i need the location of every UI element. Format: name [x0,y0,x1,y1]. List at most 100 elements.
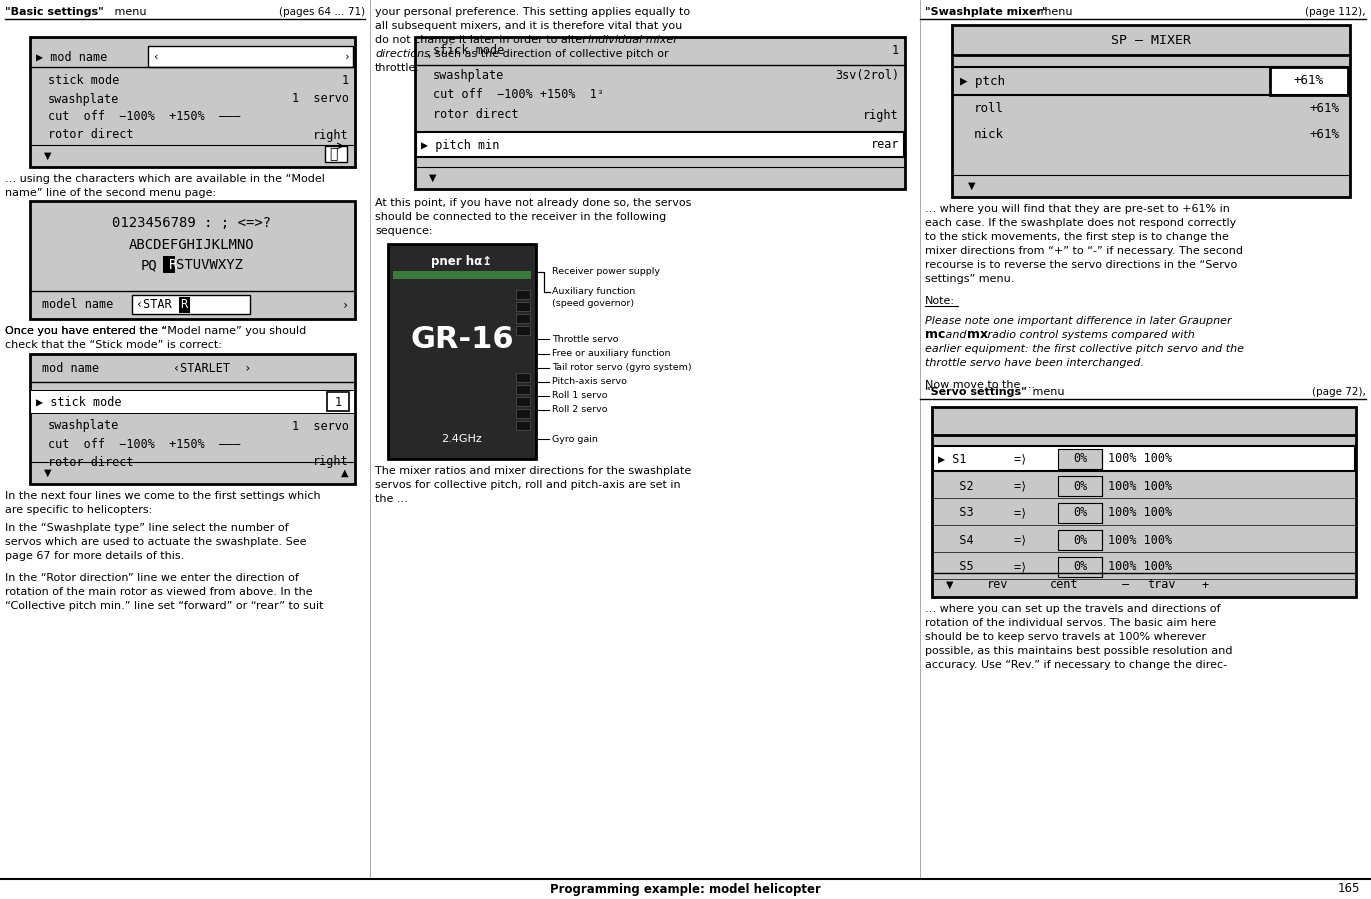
Text: should be to keep servo travels at 100% wherever: should be to keep servo travels at 100% … [925,632,1206,642]
Text: 1: 1 [893,44,899,58]
Text: 100% 100%: 100% 100% [1108,506,1172,520]
Bar [515,302,531,311]
Text: =⟩: =⟩ [1015,560,1028,574]
Text: rotor direct: rotor direct [48,129,133,141]
Text: (page 72),: (page 72), [1312,387,1366,397]
Text: ‹STARLET  ›: ‹STARLET › [173,361,251,375]
Text: pner hα↥: pner hα↥ [432,255,492,269]
Text: ▼: ▼ [946,580,953,590]
Text: rear: rear [871,138,899,152]
Text: R: R [181,298,188,311]
Text: do not change it later in order to alter: do not change it later in order to alter [376,35,591,45]
Text: 0%: 0% [1073,560,1087,574]
Bar [32,390,354,413]
Text: … using the characters which are available in the “Model: … using the characters which are availab… [5,174,325,184]
Text: ABCDEFGHIJKLMNO: ABCDEFGHIJKLMNO [129,238,255,252]
Bar [180,297,191,313]
Text: ▶ stick mode: ▶ stick mode [36,396,122,408]
Text: STUVWXYZ: STUVWXYZ [177,258,244,272]
Text: ▼: ▼ [429,173,436,183]
Text: R: R [169,258,177,272]
Text: ‹STAR: ‹STAR [136,298,171,311]
Text: , such as the direction of collective pitch or: , such as the direction of collective pi… [428,49,669,59]
Text: "Swashplate mixer": "Swashplate mixer" [925,7,1047,17]
Text: … where you will find that they are pre-set to +61% in: … where you will find that they are pre-… [925,204,1230,214]
Text: and: and [942,330,971,340]
Text: Pitch-axis servo: Pitch-axis servo [553,378,627,387]
Text: right: right [314,129,350,141]
Bar [515,290,531,299]
Text: Roll 1 servo: Roll 1 servo [553,391,607,400]
Text: trav: trav [1148,578,1175,592]
Text: Tail rotor servo (gyro system): Tail rotor servo (gyro system) [553,363,691,372]
Text: to the stick movements, the first step is to change the: to the stick movements, the first step i… [925,232,1228,242]
Text: cut  off  −100%  +150%  ———: cut off −100% +150% ——— [48,111,240,123]
Bar [1058,557,1102,577]
Text: rev: rev [987,578,1009,592]
Text: SP – MIXER: SP – MIXER [1111,33,1191,47]
Text: the …: the … [376,494,409,504]
Text: menu: menu [1036,7,1072,17]
Text: 1: 1 [335,396,341,408]
Text: name” line of the second menu page:: name” line of the second menu page: [5,188,217,198]
Bar [1270,67,1348,95]
Bar [1058,530,1102,550]
Text: +61%: +61% [1311,129,1339,141]
Bar [388,244,536,459]
Text: Gyro gain: Gyro gain [553,434,598,443]
Bar [30,37,355,167]
Text: rotor direct: rotor direct [433,109,518,121]
Text: In the “Swashplate type” line select the number of: In the “Swashplate type” line select the… [5,523,289,533]
Text: rotor direct: rotor direct [48,456,133,468]
Text: ▶ pitch min: ▶ pitch min [421,138,499,152]
Bar [934,446,1355,471]
Text: cent: cent [1050,578,1079,592]
Text: ›: › [341,298,350,311]
Text: nick: nick [973,129,1004,141]
Text: 0%: 0% [1073,452,1087,466]
Bar [515,397,531,406]
Text: cut off  −100% +150%  1ᵌ: cut off −100% +150% 1ᵌ [433,88,605,102]
Bar [1058,476,1102,496]
Text: 100% 100%: 100% 100% [1108,452,1172,466]
Text: Note:: Note: [925,296,956,306]
Text: "Basic settings": "Basic settings" [5,7,104,17]
Text: swashplate: swashplate [48,93,119,105]
Text: all subsequent mixers, and it is therefore vital that you: all subsequent mixers, and it is therefo… [376,21,683,31]
Text: The mixer ratios and mixer directions for the swashplate: The mixer ratios and mixer directions fo… [376,466,691,476]
Text: stick mode: stick mode [48,75,119,87]
Text: “Collective pitch min.” line set “forward” or “rear” to suit: “Collective pitch min.” line set “forwar… [5,601,324,611]
Text: mixer directions from “+” to “-” if necessary. The second: mixer directions from “+” to “-” if nece… [925,246,1243,256]
Text: =⟩: =⟩ [1015,452,1028,466]
Text: radio control systems compared with: radio control systems compared with [984,330,1194,340]
Text: mod name: mod name [43,361,99,375]
Text: (page 112),: (page 112), [1305,7,1366,17]
Text: servos which are used to actuate the swashplate. See: servos which are used to actuate the swa… [5,537,307,547]
Text: mx: mx [967,328,988,342]
Text: GR-16: GR-16 [410,325,514,354]
Text: each case. If the swashplate does not respond correctly: each case. If the swashplate does not re… [925,218,1237,228]
Text: stick mode: stick mode [433,44,505,58]
Text: Roll 2 servo: Roll 2 servo [553,405,607,414]
Text: earlier equipment: the first collective pitch servo and the: earlier equipment: the first collective … [925,344,1243,354]
Text: S2: S2 [938,479,973,493]
Text: 0%: 0% [1073,479,1087,493]
Bar [30,201,355,319]
Text: your personal preference. This setting applies equally to: your personal preference. This setting a… [376,7,690,17]
Bar [328,392,350,411]
Text: accuracy. Use “Rev.” if necessary to change the direc-: accuracy. Use “Rev.” if necessary to cha… [925,660,1227,670]
Text: +61%: +61% [1294,75,1324,87]
Text: check that the “Stick mode” is correct:: check that the “Stick mode” is correct: [5,340,222,350]
Bar [1058,449,1102,469]
Text: Auxiliary function: Auxiliary function [553,288,635,297]
Text: At this point, if you have not already done so, the servos: At this point, if you have not already d… [376,198,691,208]
Text: 1  servo: 1 servo [292,420,350,432]
Text: ▼: ▼ [44,468,52,478]
Text: 3sv(2rol): 3sv(2rol) [835,68,899,82]
Text: swashplate: swashplate [48,420,119,432]
Text: right: right [314,456,350,468]
Text: Once you have entered the “Model name” you should: Once you have entered the “Model name” y… [5,326,306,336]
Text: 100% 100%: 100% 100% [1108,533,1172,547]
Text: Please note one important difference in later Graupner: Please note one important difference in … [925,316,1231,326]
Text: 0%: 0% [1073,533,1087,547]
